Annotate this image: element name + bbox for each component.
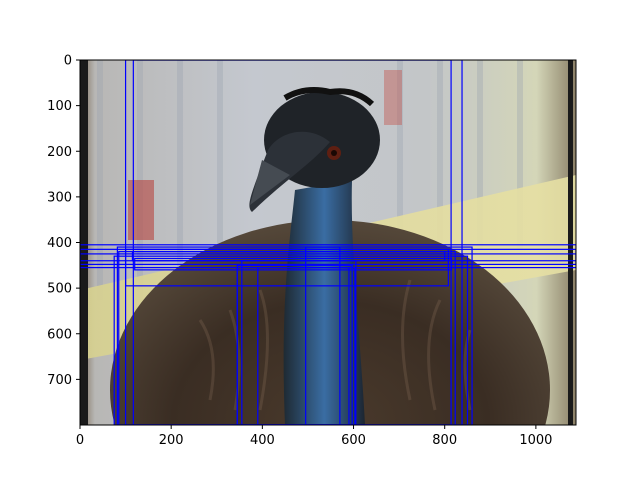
bounding-box-5 bbox=[116, 246, 473, 425]
x-tick-label: 0 bbox=[76, 433, 84, 448]
bounding-box-0 bbox=[124, 60, 463, 425]
y-tick-label: 400 bbox=[47, 236, 72, 251]
x-axis: 0 200 400 600 800 1000 bbox=[76, 425, 552, 448]
x-tick-label: 1000 bbox=[519, 433, 552, 448]
y-tick-label: 100 bbox=[47, 99, 72, 114]
y-tick-label: 500 bbox=[47, 282, 72, 297]
bounding-box-4 bbox=[80, 253, 576, 265]
y-tick-label: 200 bbox=[47, 145, 72, 160]
bounding-box-10 bbox=[134, 257, 453, 271]
y-axis: 0 100 200 300 400 500 600 700 bbox=[47, 54, 80, 388]
bounding-box-8 bbox=[124, 248, 449, 287]
bounding-box-layer bbox=[80, 60, 576, 425]
x-tick-label: 400 bbox=[250, 433, 275, 448]
bounding-box-12 bbox=[241, 260, 357, 425]
x-tick-label: 600 bbox=[341, 433, 366, 448]
bounding-box-1 bbox=[132, 60, 452, 425]
bounding-box-6 bbox=[113, 255, 469, 425]
y-tick-label: 600 bbox=[47, 327, 72, 342]
y-tick-label: 300 bbox=[47, 190, 72, 205]
y-tick-label: 700 bbox=[47, 373, 72, 388]
bounding-box-15 bbox=[236, 266, 356, 425]
x-tick-label: 800 bbox=[432, 433, 457, 448]
x-tick-label: 200 bbox=[159, 433, 184, 448]
bounding-box-14 bbox=[305, 246, 341, 425]
y-tick-label: 0 bbox=[64, 54, 72, 69]
